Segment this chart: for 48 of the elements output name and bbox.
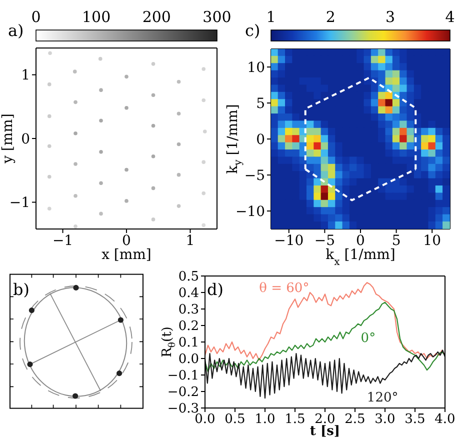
color-bar-label: 3 <box>386 8 396 26</box>
y-tick-label: 0 <box>21 131 30 148</box>
color-bar-label: 100 <box>82 8 111 26</box>
x-tick-label: 0 <box>122 232 131 249</box>
chart-title: a) <box>8 21 24 40</box>
x-tick-label: 10 <box>423 232 442 249</box>
y-tick-label: −0.1 <box>167 368 199 384</box>
x-axis-title: t [s] <box>310 424 340 438</box>
x-tick-label: −10 <box>274 232 304 249</box>
y-tick-label: 0.5 <box>178 270 199 285</box>
x-tick-label: −1 <box>52 232 74 249</box>
x-tick-label: 0.5 <box>224 412 246 428</box>
x-axis-title: x [mm] <box>102 247 152 263</box>
y-tick-label: −10 <box>235 204 265 220</box>
y-tick-label: 0.0 <box>178 352 199 368</box>
x-tick-label: 0 <box>356 232 365 249</box>
color-bar-label: 4 <box>445 8 455 26</box>
color-bar-label: 2 <box>326 8 336 26</box>
x-tick-label: 2.5 <box>344 412 366 428</box>
color-bar-label: 300 <box>202 8 232 26</box>
series-label: θ = 60° <box>259 280 310 296</box>
x-tick-label: 1.5 <box>284 412 306 428</box>
series-label: 0° <box>360 330 376 346</box>
chart-title: d) <box>207 280 224 299</box>
x-axis-title: k$_{x}$ [1/mm] <box>326 247 396 268</box>
x-tick-label: −5 <box>314 232 336 249</box>
x-tick-label: 1.0 <box>254 412 276 428</box>
y-tick-label: −1 <box>9 195 30 212</box>
chart-title: c) <box>245 21 260 40</box>
x-tick-label: 3.5 <box>404 412 426 428</box>
y-tick-label: 10 <box>247 60 265 76</box>
y-tick-label: 1 <box>21 68 30 84</box>
x-tick-label: 3.0 <box>374 412 396 428</box>
color-bar-label: 200 <box>142 8 171 26</box>
x-tick-label: 0.0 <box>194 412 216 428</box>
y-tick-label: −5 <box>244 168 265 184</box>
y-axis-title: y [mm] <box>0 114 16 164</box>
y-tick-label: 0.2 <box>178 319 199 334</box>
x-tick-label: 5 <box>392 232 401 249</box>
text: b) <box>13 280 30 299</box>
y-tick-label: 0.3 <box>178 302 199 318</box>
y-tick-label: 0 <box>256 132 265 148</box>
y-tick-label: 0.1 <box>178 336 199 351</box>
y-tick-label: −0.2 <box>167 385 199 400</box>
y-tick-label: 0.4 <box>178 286 199 302</box>
y-tick-label: 5 <box>256 96 265 112</box>
x-tick-label: 4.0 <box>434 412 456 428</box>
series-label: 120° <box>366 390 398 405</box>
